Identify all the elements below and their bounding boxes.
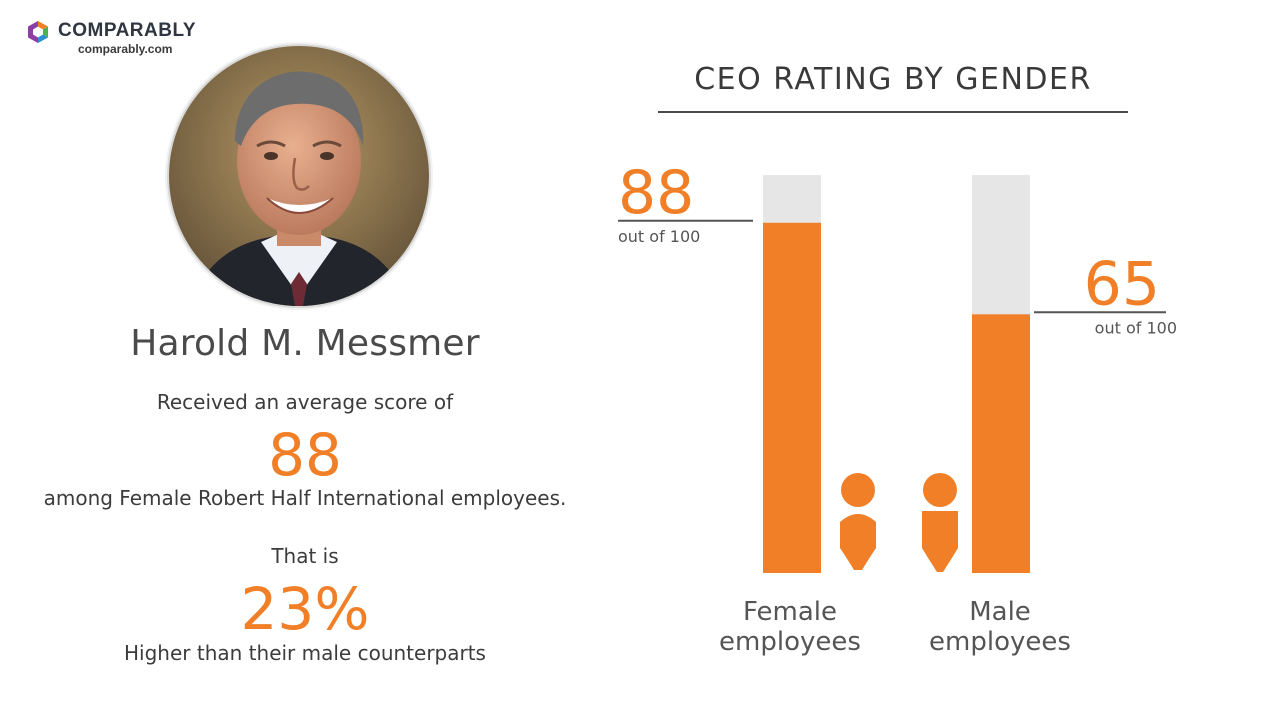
comparably-logo: COMPARABLY comparably.com — [26, 18, 226, 58]
value-sublabel-0: out of 100 — [618, 227, 700, 246]
comparison-text: Higher than their male counterparts — [124, 641, 486, 665]
chart-title: CEO RATING BY GENDER — [694, 62, 1092, 97]
average-score: 88 — [268, 421, 342, 489]
value-label-1: 65 — [1084, 249, 1160, 319]
comparison-intro-text: That is — [271, 544, 339, 568]
brand-name: COMPARABLY — [58, 20, 197, 41]
ceo-photo — [167, 44, 431, 308]
female-icon — [840, 514, 876, 570]
category-label-male: Male employees — [929, 597, 1071, 657]
difference-percent: 23% — [240, 575, 370, 643]
bar-0 — [763, 222, 821, 573]
male-icon-head — [923, 473, 957, 507]
score-context-text: among Female Robert Half International e… — [43, 486, 567, 510]
ceo-name: Harold M. Messmer — [130, 323, 480, 364]
comparably-logo-icon — [28, 21, 48, 43]
title-underline — [658, 111, 1128, 113]
female-icon-head — [841, 473, 875, 507]
category-label-female: Female employees — [719, 597, 861, 657]
bar-1 — [972, 314, 1030, 573]
score-intro-text: Received an average score of — [156, 390, 454, 414]
male-icon — [922, 511, 958, 572]
value-sublabel-1: out of 100 — [1095, 318, 1177, 337]
ceo-portrait-icon — [169, 46, 429, 306]
value-label-0: 88 — [618, 158, 694, 228]
brand-url: comparably.com — [78, 42, 173, 56]
